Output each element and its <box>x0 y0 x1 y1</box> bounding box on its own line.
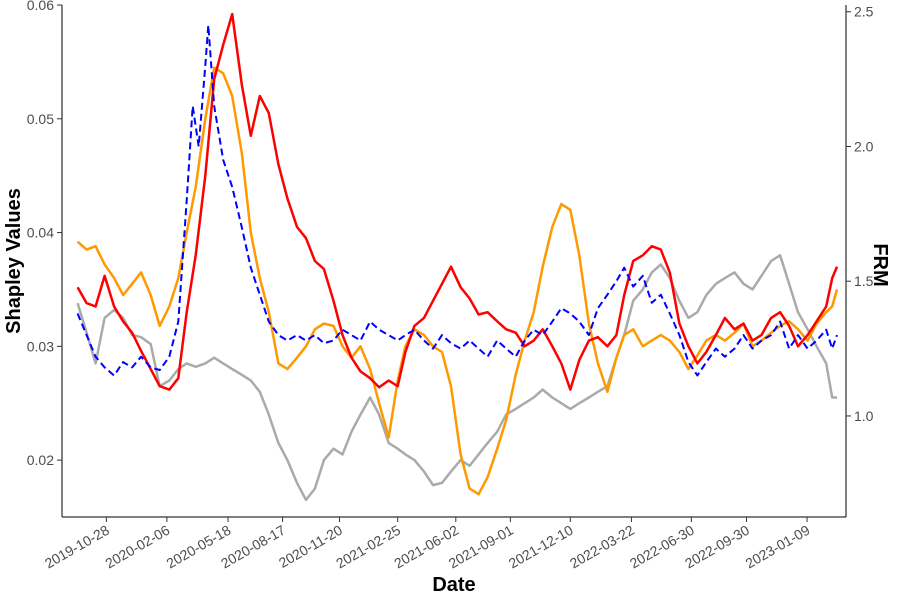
series-line-1 <box>76 12 839 391</box>
x-tick-label: 2020-11-20 <box>276 522 345 571</box>
x-tick-label: 2021-02-25 <box>333 522 403 572</box>
y-tick-label-left: 0.02 <box>27 452 54 468</box>
y-tick-label-left: 0.04 <box>27 225 54 241</box>
x-tick-label: 2021-12-10 <box>506 522 576 572</box>
x-tick-label: 2023-01-09 <box>743 522 813 572</box>
y-tick-label-left: 0.05 <box>27 111 54 127</box>
x-tick-label: 2020-02-06 <box>102 522 172 572</box>
x-axis-title: Date <box>432 574 475 596</box>
x-tick-label: 2019-10-28 <box>42 522 112 572</box>
x-tick-label: 2022-03-22 <box>567 522 637 572</box>
y-tick-label-right: 2.5 <box>854 4 874 20</box>
series-line-4 <box>76 24 838 377</box>
y-tick-label-left: 0.03 <box>27 338 54 354</box>
y-tick-label-right: 2.0 <box>854 138 874 154</box>
series-layer <box>76 12 839 502</box>
y-tick-label-left: 0.06 <box>27 0 54 13</box>
series-line-3 <box>76 254 837 502</box>
y-axis-title-left: Shapley Values <box>3 188 25 334</box>
y-tick-label-right: 1.5 <box>854 273 874 289</box>
y-tick-label-right: 1.0 <box>854 408 874 424</box>
y-axis-title-right: FRM <box>869 243 891 286</box>
